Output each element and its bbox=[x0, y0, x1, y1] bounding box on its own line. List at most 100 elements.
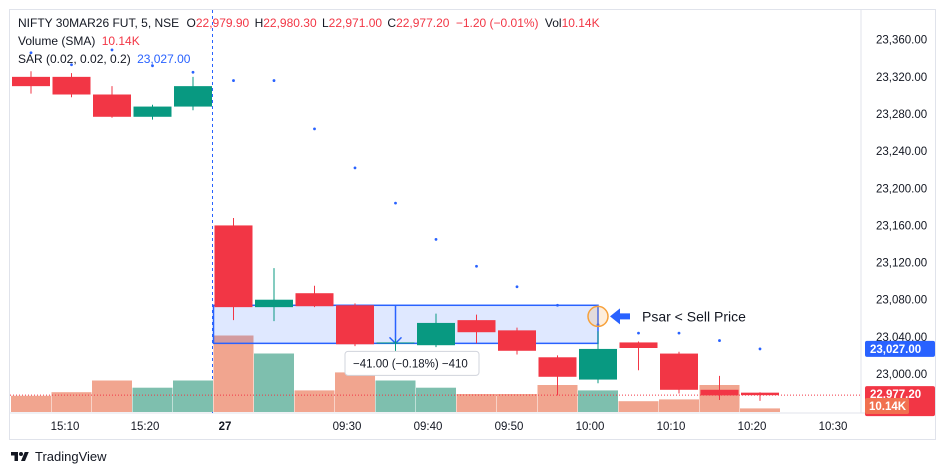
legend-row-volume[interactable]: Volume (SMA) 10.14K bbox=[18, 33, 140, 49]
candle-body[interactable] bbox=[660, 353, 698, 390]
annotation-text: Psar < Sell Price bbox=[642, 308, 746, 324]
tradingview-footer[interactable]: TradingView bbox=[10, 449, 107, 464]
volume-bar[interactable] bbox=[173, 380, 213, 413]
legend-o-label: O bbox=[186, 16, 196, 30]
sar-dot bbox=[272, 79, 276, 82]
legend-vol-label: Vol bbox=[544, 16, 562, 30]
candle-body[interactable] bbox=[133, 106, 172, 117]
legend-l-label: L bbox=[321, 16, 329, 30]
volume-bar[interactable] bbox=[51, 392, 92, 412]
sar-dot bbox=[596, 323, 600, 327]
legend-symbol[interactable]: NIFTY 30MAR26 FUT, 5, NSE bbox=[18, 16, 180, 30]
candle-body[interactable] bbox=[417, 322, 455, 346]
legend-sar-name: SAR (0.02, 0.02, 0.2) bbox=[18, 52, 131, 66]
volume-bar[interactable] bbox=[213, 335, 254, 413]
sar-dot bbox=[151, 64, 154, 68]
legend-row-sar[interactable]: SAR (0.02, 0.02, 0.2) 23,027.00 bbox=[18, 51, 190, 67]
candle-body[interactable] bbox=[498, 330, 536, 351]
legend-row-symbol: NIFTY 30MAR26 FUT, 5, NSE O22,979.90 H 22… bbox=[18, 15, 600, 31]
time-tick-label: 10:00 bbox=[576, 421, 605, 433]
candle-body[interactable] bbox=[579, 348, 617, 380]
measure-label: −41.00 (−0.18%) −410 bbox=[353, 358, 468, 370]
legend-o-value: 22,979.90 bbox=[195, 16, 250, 30]
time-tick-label: 15:10 bbox=[51, 421, 80, 433]
sar-dot bbox=[191, 70, 195, 74]
measure-label-box bbox=[344, 350, 480, 376]
legend-vol-value: 10.14K bbox=[561, 16, 600, 30]
time-tick-label: 09:50 bbox=[495, 421, 524, 433]
legend-l-value: 22,971.00 bbox=[328, 16, 383, 30]
volume-bar[interactable] bbox=[335, 372, 375, 412]
candle-body[interactable] bbox=[619, 342, 658, 348]
sar-dot bbox=[718, 339, 721, 342]
candle-body[interactable] bbox=[93, 94, 131, 117]
time-tick-label: 10:30 bbox=[819, 421, 848, 433]
volume-bar[interactable] bbox=[578, 390, 618, 412]
legend-change: −1.20 (−0.01%) bbox=[455, 16, 539, 30]
time-tick-label: 27 bbox=[219, 421, 232, 433]
sar-dot bbox=[637, 331, 640, 335]
sar-dot bbox=[677, 331, 681, 335]
chart-frame[interactable]: 23,000.00 23,040.00 23,080.00 23,120.00 23,1… bbox=[9, 9, 936, 440]
legend-c-label: C bbox=[387, 16, 397, 30]
time-tick-label: 15:20 bbox=[131, 421, 160, 433]
price-tick-label: 23,200.00 bbox=[876, 183, 927, 195]
candle-body[interactable] bbox=[52, 76, 91, 95]
volume-bar[interactable] bbox=[659, 399, 699, 412]
price-tick-label: 23,280.00 bbox=[876, 109, 927, 121]
price-tick-label: 23,160.00 bbox=[876, 220, 927, 232]
candle-body[interactable] bbox=[255, 299, 293, 308]
sar-dot bbox=[515, 285, 519, 289]
price-tick-label: 23,040.00 bbox=[876, 332, 927, 344]
volume-bar[interactable] bbox=[132, 387, 173, 412]
time-tick-label: 09:30 bbox=[333, 421, 362, 433]
time-tick-label: 10:20 bbox=[738, 421, 767, 433]
measure-box[interactable] bbox=[212, 304, 599, 345]
volume-bar[interactable] bbox=[456, 394, 497, 412]
candle-body[interactable] bbox=[174, 86, 212, 107]
time-tick-label: 10:10 bbox=[657, 421, 686, 433]
volume-bar[interactable] bbox=[254, 353, 294, 413]
sar-dot bbox=[758, 347, 762, 351]
volume-badge-label: 10.14K bbox=[869, 401, 907, 413]
price-tick-label: 23,000.00 bbox=[876, 369, 927, 381]
chart-svg[interactable]: 23,000.00 23,040.00 23,080.00 23,120.00 23,1… bbox=[10, 10, 935, 439]
sar-dot bbox=[353, 166, 357, 170]
volume-bar[interactable] bbox=[294, 390, 335, 412]
volume-bar[interactable] bbox=[618, 401, 659, 412]
candle-body[interactable] bbox=[214, 225, 253, 308]
price-tick-label: 23,360.00 bbox=[876, 35, 927, 47]
time-tick-label: 09:40 bbox=[414, 421, 443, 433]
candle-body[interactable] bbox=[700, 389, 739, 396]
price-tick-label: 23,240.00 bbox=[876, 146, 927, 158]
volume-bar[interactable] bbox=[375, 380, 416, 413]
candle-body[interactable] bbox=[376, 342, 415, 344]
tradingview-brand: TradingView bbox=[35, 449, 107, 464]
sar-price-badge bbox=[865, 340, 935, 357]
sar-dot bbox=[394, 201, 397, 205]
sar-dot bbox=[70, 63, 73, 67]
price-tick-label: 23,120.00 bbox=[876, 258, 927, 270]
volume-bar[interactable] bbox=[416, 387, 456, 412]
volume-bar[interactable] bbox=[11, 395, 51, 412]
sar-dot bbox=[29, 51, 33, 55]
candle-body[interactable] bbox=[741, 392, 779, 396]
candle-body[interactable] bbox=[538, 357, 577, 377]
candle-body[interactable] bbox=[12, 76, 50, 87]
legend-h-label: H bbox=[254, 16, 264, 30]
sar-dot bbox=[434, 237, 438, 241]
annotation-arrow-icon bbox=[610, 308, 630, 325]
volume-bar[interactable] bbox=[92, 380, 132, 413]
sar-dot bbox=[232, 79, 235, 82]
price-tick-label: 23,080.00 bbox=[876, 295, 927, 307]
volume-bar[interactable] bbox=[497, 394, 537, 412]
candle-body[interactable] bbox=[336, 305, 374, 345]
marker-circle[interactable] bbox=[587, 305, 609, 328]
price-tick-label: 23,320.00 bbox=[876, 72, 927, 84]
sar-dot bbox=[556, 303, 559, 307]
candle-body[interactable] bbox=[457, 320, 496, 333]
candle-body[interactable] bbox=[295, 293, 334, 307]
legend-volume-name: Volume (SMA) bbox=[18, 34, 96, 48]
sar-dot bbox=[313, 127, 316, 131]
volume-bar[interactable] bbox=[740, 408, 780, 412]
